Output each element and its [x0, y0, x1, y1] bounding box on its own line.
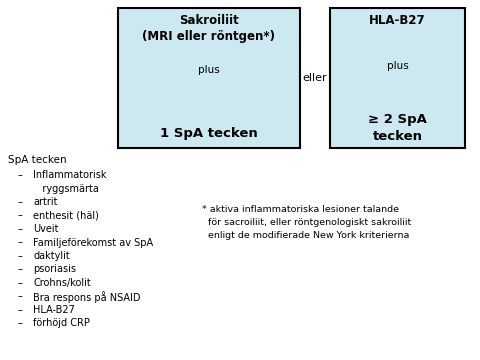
Text: HLA-B27: HLA-B27 — [33, 305, 75, 315]
Text: –: – — [18, 224, 23, 234]
Text: HLA-B27: HLA-B27 — [369, 14, 426, 27]
Text: enthesit (häl): enthesit (häl) — [33, 211, 99, 220]
Text: daktylit: daktylit — [33, 251, 70, 261]
Text: artrit: artrit — [33, 197, 58, 207]
Text: –: – — [18, 170, 23, 180]
Bar — [330, 8, 465, 148]
Text: eller: eller — [303, 73, 327, 83]
Text: enligt de modifierade New York kriterierna: enligt de modifierade New York kriterier… — [202, 231, 409, 240]
Text: Inflammatorisk: Inflammatorisk — [33, 170, 107, 180]
Text: plus: plus — [386, 61, 408, 71]
Text: ryggsmärta: ryggsmärta — [33, 184, 99, 194]
Text: psoriasis: psoriasis — [33, 265, 76, 274]
Text: Crohns/kolit: Crohns/kolit — [33, 278, 91, 288]
Text: –: – — [18, 319, 23, 328]
Text: Sakroiliit
(MRI eller röntgen*): Sakroiliit (MRI eller röntgen*) — [143, 14, 276, 43]
Text: –: – — [18, 251, 23, 261]
Bar — [118, 8, 300, 148]
Text: 1 SpA tecken: 1 SpA tecken — [160, 127, 258, 140]
Text: * aktiva inflammatoriska lesioner talande: * aktiva inflammatoriska lesioner taland… — [202, 205, 399, 214]
Text: –: – — [18, 278, 23, 288]
Text: –: – — [18, 197, 23, 207]
Text: SpA tecken: SpA tecken — [8, 155, 67, 165]
Text: –: – — [18, 211, 23, 220]
Text: för sacroiliit, eller röntgenologiskt sakroiliit: för sacroiliit, eller röntgenologiskt sa… — [202, 218, 411, 227]
Text: Bra respons på NSAID: Bra respons på NSAID — [33, 292, 141, 303]
Text: plus: plus — [198, 65, 220, 75]
Text: –: – — [18, 238, 23, 248]
Text: –: – — [18, 292, 23, 302]
Text: –: – — [18, 305, 23, 315]
Text: –: – — [18, 265, 23, 274]
Text: Familjeförekomst av SpA: Familjeförekomst av SpA — [33, 238, 153, 248]
Text: ≥ 2 SpA
tecken: ≥ 2 SpA tecken — [368, 113, 427, 143]
Text: Uveit: Uveit — [33, 224, 59, 234]
Text: förhöjd CRP: förhöjd CRP — [33, 319, 90, 328]
